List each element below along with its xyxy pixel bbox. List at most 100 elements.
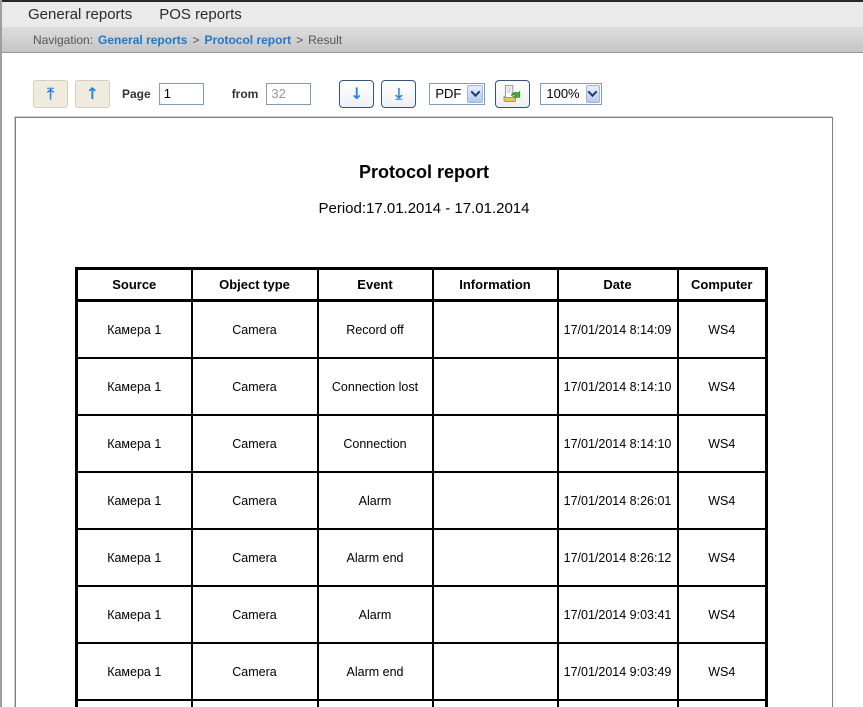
arrow-up-icon: ↑: [85, 83, 100, 103]
table-cell: [431, 642, 559, 701]
breadcrumb-prefix: Navigation:: [33, 32, 94, 47]
table-cell: Alarm end: [316, 528, 434, 587]
breadcrumb-link-protocol-report[interactable]: Protocol report: [204, 32, 292, 47]
table-cell: [316, 699, 434, 707]
zoom-value: 100%: [546, 86, 580, 101]
table-cell: Камера 1: [75, 414, 193, 473]
arrow-up-to-bar-icon: ⤒: [46, 83, 55, 103]
table-row-partial: [75, 699, 768, 707]
table-row: Камера 1 Camera Alarm 17/01/2014 8:26:01 WS4: [75, 471, 768, 530]
breadcrumb-separator: >: [296, 32, 304, 47]
table-cell: 17/01/2014 8:14:10: [556, 414, 679, 473]
table-cell: [431, 528, 559, 587]
total-pages-input: [266, 82, 312, 105]
toolbar: ⤒ ↑ Page from ↓ ⤓ PDF 100%: [0, 53, 863, 117]
table-cell: Camera: [190, 357, 319, 416]
table-cell: 17/01/2014 9:03:41: [556, 585, 679, 644]
report-table: Source Object type Event Information Date Com…: [75, 267, 768, 707]
export-format-value: PDF: [435, 86, 462, 101]
table-cell: [431, 414, 559, 473]
table-cell: Camera: [190, 414, 319, 473]
page-label: Page: [122, 86, 151, 101]
table-cell: Камера 1: [75, 528, 193, 587]
from-label: from: [231, 86, 259, 101]
table-cell: Камера 1: [75, 471, 193, 530]
table-cell: [431, 585, 559, 644]
column-header: Object type: [190, 267, 319, 302]
export-icon: [503, 85, 521, 102]
table-cell: 17/01/2014 8:14:10: [556, 357, 679, 416]
table-cell: WS4: [676, 299, 768, 359]
export-button[interactable]: [495, 79, 531, 108]
table-row: Камера 1 Camera Connection 17/01/2014 8:14:…: [75, 414, 768, 473]
table-cell: Camera: [190, 585, 319, 644]
table-cell: 17/01/2014 8:14:09: [556, 299, 679, 359]
window-left-edge: [0, 0, 2, 707]
breadcrumb: Navigation: General reports > Protocol r…: [0, 27, 863, 53]
table-cell: [75, 699, 193, 707]
arrow-down-icon: ↓: [350, 83, 364, 103]
chevron-down-icon[interactable]: [467, 84, 484, 103]
table-cell: [431, 299, 559, 359]
arrow-down-to-bar-icon: ⤓: [395, 83, 403, 103]
tab-bar: General reports POS reports: [0, 2, 863, 27]
table-cell: Connection: [316, 414, 434, 473]
table-cell: [676, 699, 768, 707]
tab-general-reports[interactable]: General reports: [28, 6, 133, 23]
export-format-select[interactable]: PDF: [429, 82, 486, 105]
table-row: Камера 1 Camera Alarm end 17/01/2014 8:26:1…: [75, 528, 768, 587]
table-cell: WS4: [676, 585, 768, 644]
table-cell: Камера 1: [75, 357, 193, 416]
table-cell: [431, 357, 559, 416]
table-cell: WS4: [676, 414, 768, 473]
table-cell: Камера 1: [75, 642, 193, 701]
table-cell: Alarm end: [316, 642, 434, 701]
table-cell: [556, 699, 679, 707]
table-cell: WS4: [676, 471, 768, 530]
table-row: Камера 1 Camera Record off 17/01/2014 8:14:…: [75, 299, 768, 359]
table-cell: Камера 1: [75, 585, 193, 644]
table-row: Камера 1 Camera Alarm 17/01/2014 9:03:41 WS4: [75, 585, 768, 644]
table-cell: Camera: [190, 528, 319, 587]
column-header: Date: [556, 267, 679, 302]
table-cell: Connection lost: [316, 357, 434, 416]
next-page-button[interactable]: ↓: [339, 79, 375, 108]
table-cell: WS4: [676, 528, 768, 587]
first-page-button[interactable]: ⤒: [33, 79, 68, 108]
previous-page-button[interactable]: ↑: [75, 79, 110, 108]
table-cell: WS4: [676, 357, 768, 416]
table-cell: [190, 699, 319, 707]
tab-pos-reports[interactable]: POS reports: [159, 6, 242, 23]
report-page: Protocol report Period:17.01.2014 - 17.0…: [15, 117, 833, 707]
table-row: Камера 1 Camera Alarm end 17/01/2014 9:03:4…: [75, 642, 768, 701]
window-top-edge: [0, 0, 863, 2]
table-cell: WS4: [676, 642, 768, 701]
table-cell: Camera: [190, 471, 319, 530]
page-number-input[interactable]: [158, 82, 204, 105]
table-cell: Камера 1: [75, 299, 193, 359]
table-cell: Camera: [190, 299, 319, 359]
table-cell: [431, 471, 559, 530]
table-cell: 17/01/2014 8:26:01: [556, 471, 679, 530]
table-row: Камера 1 Camera Connection lost 17/01/2014 …: [75, 357, 768, 416]
column-header: Event: [316, 267, 434, 302]
last-page-button[interactable]: ⤓: [381, 79, 417, 108]
breadcrumb-link-general-reports[interactable]: General reports: [98, 32, 188, 47]
zoom-select[interactable]: 100%: [540, 82, 603, 105]
table-cell: Alarm: [316, 471, 434, 530]
table-cell: Record off: [316, 299, 434, 359]
breadcrumb-separator: >: [192, 32, 200, 47]
column-header: Computer: [676, 267, 768, 302]
column-header: Information: [431, 267, 559, 302]
chevron-down-icon[interactable]: [585, 84, 601, 103]
breadcrumb-current: Result: [308, 32, 343, 47]
table-cell: [431, 699, 559, 707]
report-period: Period:17.01.2014 - 17.01.2014: [318, 200, 530, 217]
table-cell: 17/01/2014 8:26:12: [556, 528, 679, 587]
table-cell: Alarm: [316, 585, 434, 644]
column-header: Source: [75, 267, 193, 302]
table-cell: 17/01/2014 9:03:49: [556, 642, 679, 701]
table-cell: Camera: [190, 642, 319, 701]
report-title: Protocol report: [358, 162, 489, 182]
table-header-row: Source Object type Event Information Date Com…: [75, 267, 768, 302]
